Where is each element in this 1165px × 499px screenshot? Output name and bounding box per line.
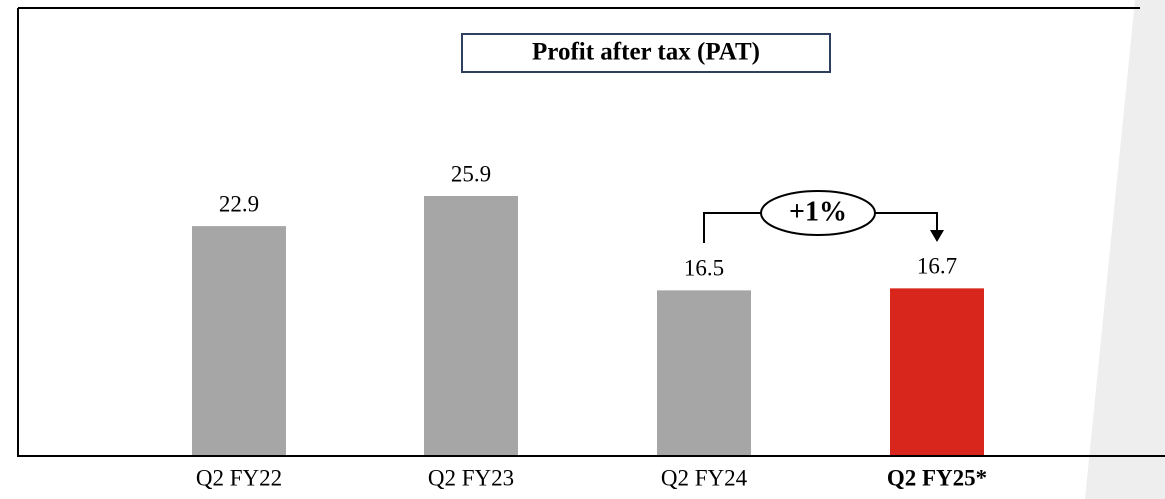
data-label: 16.7 [917,254,957,279]
bar [890,288,984,456]
x-tick-label: Q2 FY24 [661,465,748,490]
annotation: +1% [789,196,847,227]
bar [192,226,286,456]
arrow-head [930,230,944,242]
data-label: 22.9 [219,191,259,216]
bar [424,196,518,456]
data-label: 16.5 [684,256,724,281]
x-tick-label: Q2 FY22 [196,465,282,490]
annotation-ellipse [760,190,876,236]
background-shape [1085,0,1165,499]
x-tick-label: Q2 FY25* [887,465,987,490]
chart-title: Profit after tax (PAT) [532,39,760,66]
data-label: 25.9 [451,161,491,186]
x-tick-label: Q2 FY23 [428,465,514,490]
bar [657,290,751,456]
growth-bracket [703,212,938,243]
title-box [461,33,831,73]
